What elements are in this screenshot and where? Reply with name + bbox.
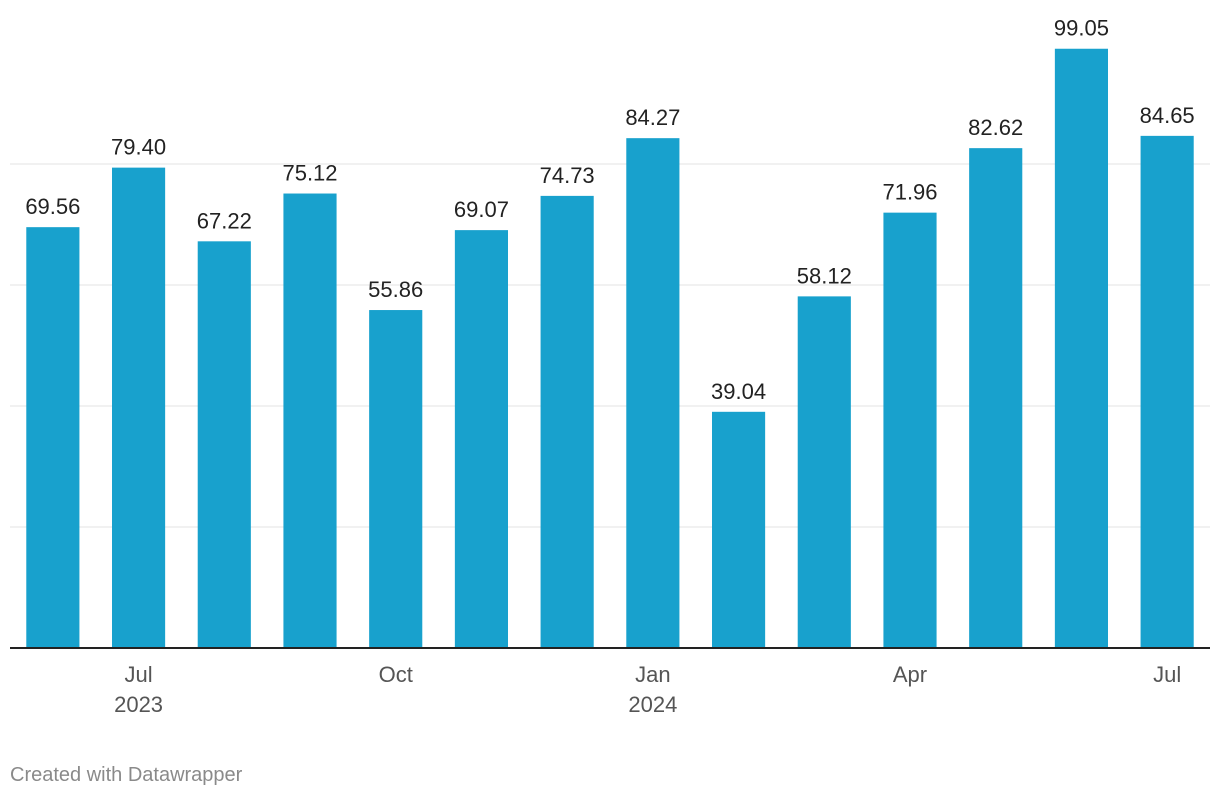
bar-value-label: 79.40 <box>111 135 166 160</box>
bar-value-label: 71.96 <box>882 180 937 205</box>
gridlines <box>10 163 1210 528</box>
bar <box>26 227 80 649</box>
bar <box>540 195 594 649</box>
bar-value-label: 69.07 <box>454 197 509 222</box>
bars <box>26 48 1194 649</box>
bar <box>969 148 1023 649</box>
bar-value-label: 69.56 <box>25 194 80 219</box>
bar-value-label: 55.86 <box>368 277 423 302</box>
bar <box>454 230 508 648</box>
bar-value-label: 84.27 <box>625 105 680 130</box>
x-tick-year-label: 2023 <box>114 692 163 717</box>
bar <box>369 310 423 648</box>
bar-value-label: 84.65 <box>1140 103 1195 128</box>
x-tick-label: Jul <box>125 662 153 687</box>
value-labels: 69.56 79.40 67.22 75.12 55.86 69.07 74.73 84.27… <box>25 16 1194 404</box>
x-tick-label: Jan <box>635 662 670 687</box>
bar-value-label: 58.12 <box>797 263 852 288</box>
bar-value-label: 99.05 <box>1054 16 1109 41</box>
bar-chart: 69.56 79.40 67.22 75.12 55.86 69.07 74.73 84.27… <box>10 16 1210 717</box>
bar <box>626 138 680 648</box>
bar <box>1054 48 1108 649</box>
bar-value-label: 82.62 <box>968 115 1023 140</box>
bar-value-label: 39.04 <box>711 379 766 404</box>
x-axis-ticks: Jul 2023 Oct Jan 2024 Apr Jul <box>114 662 1181 717</box>
bar <box>1140 135 1194 648</box>
footer-credit: Created with Datawrapper <box>10 764 243 786</box>
bar-value-label: 67.22 <box>197 208 252 233</box>
x-tick-label: Jul <box>1153 662 1181 687</box>
bar <box>883 212 937 648</box>
bar <box>712 411 766 648</box>
x-tick-label: Oct <box>379 662 413 687</box>
x-tick-year-label: 2024 <box>628 692 677 717</box>
bar <box>112 167 166 648</box>
x-tick-label: Apr <box>893 662 927 687</box>
bar-value-label: 75.12 <box>282 161 337 186</box>
bar <box>797 296 851 648</box>
bar <box>197 241 251 648</box>
bar <box>283 193 337 649</box>
bar-value-label: 74.73 <box>540 163 595 188</box>
